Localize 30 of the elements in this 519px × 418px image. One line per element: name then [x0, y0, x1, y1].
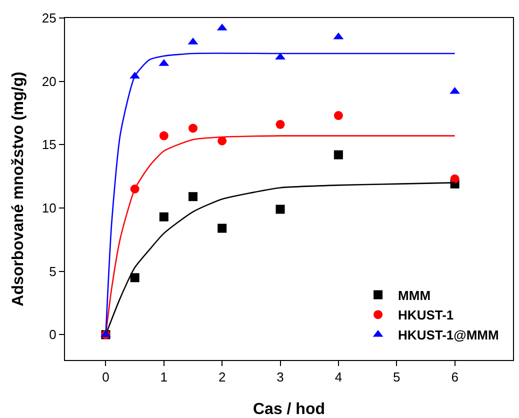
point [159, 131, 168, 140]
x-tick-label: 6 [451, 370, 458, 385]
point [275, 52, 286, 60]
x-tick-label: 5 [393, 370, 400, 385]
point [188, 192, 198, 202]
point [450, 174, 460, 184]
y-tick-label: 5 [49, 264, 56, 279]
point [159, 212, 168, 222]
legend-label: MMM [398, 288, 431, 303]
point [276, 120, 285, 129]
legend-label: HKUST-1 [398, 308, 454, 323]
x-tick-label: 2 [218, 370, 226, 385]
y-tick-label: 10 [42, 200, 56, 216]
point [218, 224, 227, 233]
y-tick-label: 15 [42, 137, 56, 152]
point [334, 150, 343, 160]
y-tick-label: 0 [49, 327, 56, 342]
y-tick-label: 20 [42, 74, 56, 89]
x-tick-label: 3 [276, 370, 284, 385]
y-tick-label: 25 [42, 10, 56, 26]
x-axis-title: Cas / hod [252, 401, 326, 418]
point [334, 111, 343, 120]
x-tick-label: 1 [160, 370, 168, 385]
legend-label: HKUST-1@MMM [398, 328, 499, 343]
x-tick-label: 4 [334, 370, 342, 385]
point [276, 204, 285, 214]
point [188, 124, 198, 133]
point [130, 273, 140, 282]
y-axis-title: Adsorbované množstvo (mg/g) [10, 72, 27, 306]
x-tick-label: 0 [102, 370, 110, 385]
